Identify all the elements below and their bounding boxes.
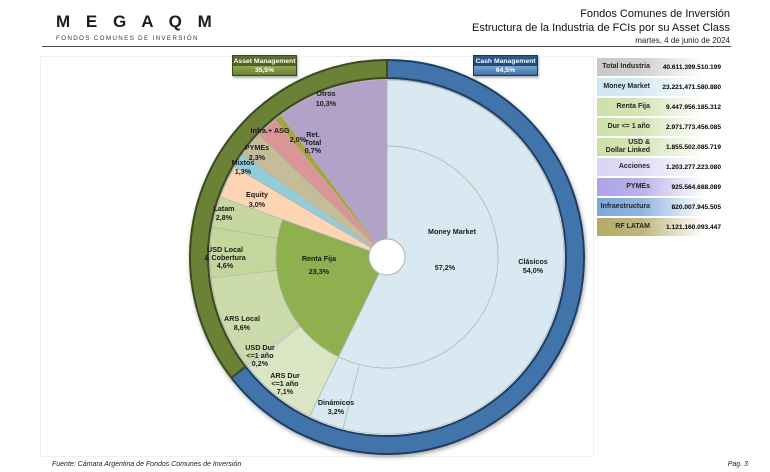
table-row-infraestructura: Infraestructura 820.007.945.505 [597,198,723,216]
asset-management-box: Asset Management 35,5% [232,55,297,76]
table-row-label: Total Industria [602,63,650,71]
table-row-label: PYMEs [626,183,650,191]
chart-label-infra-asg: Infra.+ ASG [250,126,289,135]
asset-management-value: 35,5% [233,66,296,75]
table-row-rf-latam: RF LATAM 1.121.160.093.447 [597,218,723,236]
table-row-total-industria: Total Industria 40.611.399.510.199 [597,58,723,76]
chart-label-usd-local: USD Local & Cobertura 4,6% [204,245,247,270]
report-title-block: Fondos Comunes de Inversión Estructura d… [472,7,730,46]
chart-label-2-0: 2,0% [290,135,307,144]
brand-tagline: FONDOS COMUNES DE INVERSIÓN [56,35,199,42]
table-row-value: 40.611.399.510.199 [662,63,721,71]
chart-label-mixtos: Mixtos 1,3% [232,158,255,176]
table-row-value: 820.007.945.505 [671,203,721,211]
header-divider [42,46,731,47]
table-row-label: Dur <= 1 año [607,123,650,131]
table-row-label: Acciones [618,163,650,171]
table-row-label: USD & Dollar Linked [605,139,650,154]
management-ring [189,59,585,455]
chart-label-ars-local: ARS Local 8,6% [224,314,260,332]
cash-management-value: 64,5% [474,66,537,75]
table-row-dur-1-a-o: Dur <= 1 año 2.971.773.456.085 [597,118,723,136]
table-row-label: Infraestructura [600,203,650,211]
table-row-usd-dollar-linked: USD & Dollar Linked 1.855.502.085.719 [597,138,723,156]
table-row-value: 925.564.688.089 [671,183,721,191]
table-row-value: 1.121.160.093.447 [665,223,721,231]
table-row-value: 9.447.956.185.312 [665,103,721,111]
summary-table: Total Industria 40.611.399.510.199 Money M… [597,58,723,238]
ring-asset-management [189,59,388,379]
report-subtitle: Estructura de la Industria de FCIs por s… [471,22,730,34]
chart-label-57-2: 57,2% [435,263,456,272]
table-row-pymes: PYMEs 925.564.688.089 [597,178,723,196]
chart-label-pymes: PYMEs 2,3% [245,143,269,162]
brand-name: M E G A Q M [56,12,218,31]
brand-logo: M E G A Q M FONDOS COMUNES DE INVERSIÓN [56,12,217,42]
table-row-acciones: Acciones 1.203.277.223.080 [597,158,723,176]
asset-management-label: Asset Management [233,56,296,66]
chart-label-ret: Ret. Total 0,7% [305,130,322,155]
chart-label-latam: Latam 2,8% [213,204,234,222]
table-row-value: 23.221.471.580.880 [662,83,721,91]
chart-label-money-market: Money Market [428,227,477,236]
report-title: Fondos Comunes de Inversión [580,8,730,20]
table-row-value: 1.855.502.085.719 [665,143,721,151]
chart-label-usd-dur: USD Dur <=1 año 0,2% [245,343,275,368]
donut-hole [368,238,406,276]
chart-label-otros: Otros 10,3% [316,89,337,108]
table-row-value: 2.971.773.456.085 [665,123,721,131]
table-row-label: Money Market [603,83,650,91]
chart-label-din-micos: Dinámicos 3,2% [318,398,354,416]
cash-management-box: Cash Management 64,5% [473,55,538,76]
cash-management-label: Cash Management [474,56,537,66]
table-row-money-market: Money Market 23.221.471.580.880 [597,78,723,96]
chart-label-ars-dur: ARS Dur <=1 año 7,1% [270,371,300,396]
chart-label-renta-fija: Renta Fija 23,3% [302,254,337,276]
sunburst-wedges [209,79,565,435]
table-row-label: RF LATAM [615,223,650,231]
table-row-renta-fija: Renta Fija 9.447.956.185.312 [597,98,723,116]
footer-source: Fuente: Cámara Argentina de Fondos Comun… [52,461,242,468]
chart-label-cl-sicos: Clásicos 54,0% [518,257,548,275]
chart-label-equity: Equity 3,0% [246,190,268,209]
table-row-value: 1.203.277.223.080 [665,163,721,171]
page-number: Pag. 3 [727,461,748,468]
table-row-label: Renta Fija [616,103,650,111]
report-date: martes, 4 de junio de 2024 [635,36,730,45]
